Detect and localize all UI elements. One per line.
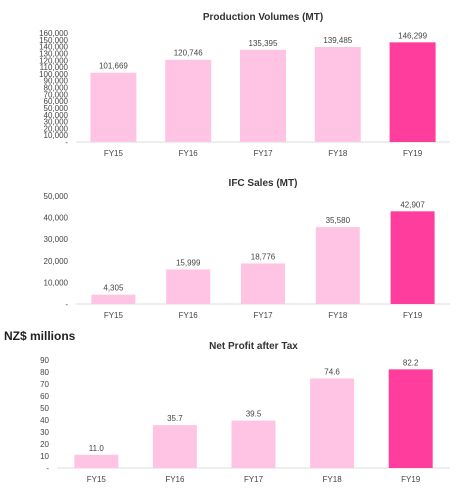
data-label: 39.5 [246,410,262,419]
data-label: 4,305 [103,284,124,293]
category-label: FY15 [87,475,107,484]
chart-title: Production Volumes (MT) [203,12,323,23]
bar-fy16 [166,269,211,304]
bar-fy18 [315,227,360,304]
data-label: 35.7 [167,414,183,423]
bar-fy17 [240,49,286,142]
category-label: FY17 [253,311,273,320]
y-tick-label: 20,000 [44,257,69,266]
data-label: 42,907 [400,200,425,209]
category-label: FY16 [165,475,185,484]
bar-fy16 [152,425,197,468]
y-tick-label: 60 [40,392,49,401]
y-tick-label: 120,000 [39,56,68,65]
data-label: 139,485 [323,36,352,45]
y-tick-label: 10,000 [44,131,69,140]
y-tick-label: 40 [40,416,49,425]
category-label: FY16 [179,311,199,320]
category-label: FY18 [328,311,348,320]
y-tick-label: 50,000 [44,192,69,201]
y-tick-label: 50 [40,404,49,413]
category-label: FY15 [104,311,124,320]
category-label: FY17 [244,475,264,484]
y-tick-label: 30 [40,428,49,437]
category-label: FY19 [403,311,423,320]
bar-fy15 [90,72,137,142]
y-tick-label: 40,000 [44,111,69,120]
data-label: 146,299 [398,31,427,40]
category-label: FY15 [104,149,124,158]
data-label: 35,580 [326,216,351,225]
bar-fy15 [91,294,136,304]
y-tick-label: 70 [40,380,49,389]
y-tick-label: 10,000 [44,278,69,287]
y-tick-label: - [65,138,68,147]
category-label: FY18 [328,149,348,158]
data-label: 15,999 [176,258,201,267]
y-tick-label: 90 [40,356,49,365]
bar-fy19 [388,369,433,468]
category-label: FY19 [403,149,423,158]
category-label: FY19 [401,475,421,484]
y-tick-label: 40,000 [44,214,69,223]
bar-fy18 [310,378,355,468]
y-tick-label: 80,000 [44,84,69,93]
y-tick-label: 20,000 [44,124,69,133]
data-label: 82.2 [403,358,419,367]
y-tick-label: 50,000 [44,104,69,113]
bar-fy18 [314,46,361,142]
y-tick-label: 30,000 [44,118,69,127]
y-tick-label: 160,000 [39,29,68,38]
y-tick-label: 140,000 [39,43,68,52]
chart-title: IFC Sales (MT) [229,178,298,189]
category-label: FY16 [179,149,199,158]
bar-fy17 [231,420,276,468]
bar-fy19 [390,211,435,304]
category-label: FY17 [253,149,273,158]
y-tick-label: 20 [40,440,49,449]
y-tick-label: 90,000 [44,77,69,86]
y-tick-label: 110,000 [40,63,69,72]
data-label: 135,395 [249,39,278,48]
data-label: 74.6 [324,367,340,376]
bar-fy17 [241,263,285,304]
y-tick-label: 130,000 [39,49,68,58]
data-label: 11.0 [89,444,105,453]
data-label: 120,746 [174,49,203,58]
y-tick-label: 70,000 [44,90,69,99]
y-tick-label: 100,000 [39,70,68,79]
category-label: FY18 [323,475,343,484]
y-tick-label: 60,000 [44,97,69,106]
y-tick-label: 150,000 [39,36,68,45]
y-tick-label: 10 [40,452,49,461]
data-label: 18,776 [251,252,276,261]
y-tick-label: 80 [40,368,49,377]
bar-fy15 [74,454,119,468]
currency-caption: NZ$ millions [4,329,76,343]
data-label: 101,669 [99,62,128,71]
chart-title: Net Profit after Tax [209,341,298,352]
bar-fy19 [389,42,436,143]
y-tick-label: 30,000 [44,235,69,244]
bar-fy16 [165,59,212,142]
y-tick-label: - [65,300,68,309]
y-tick-label: - [46,464,49,473]
